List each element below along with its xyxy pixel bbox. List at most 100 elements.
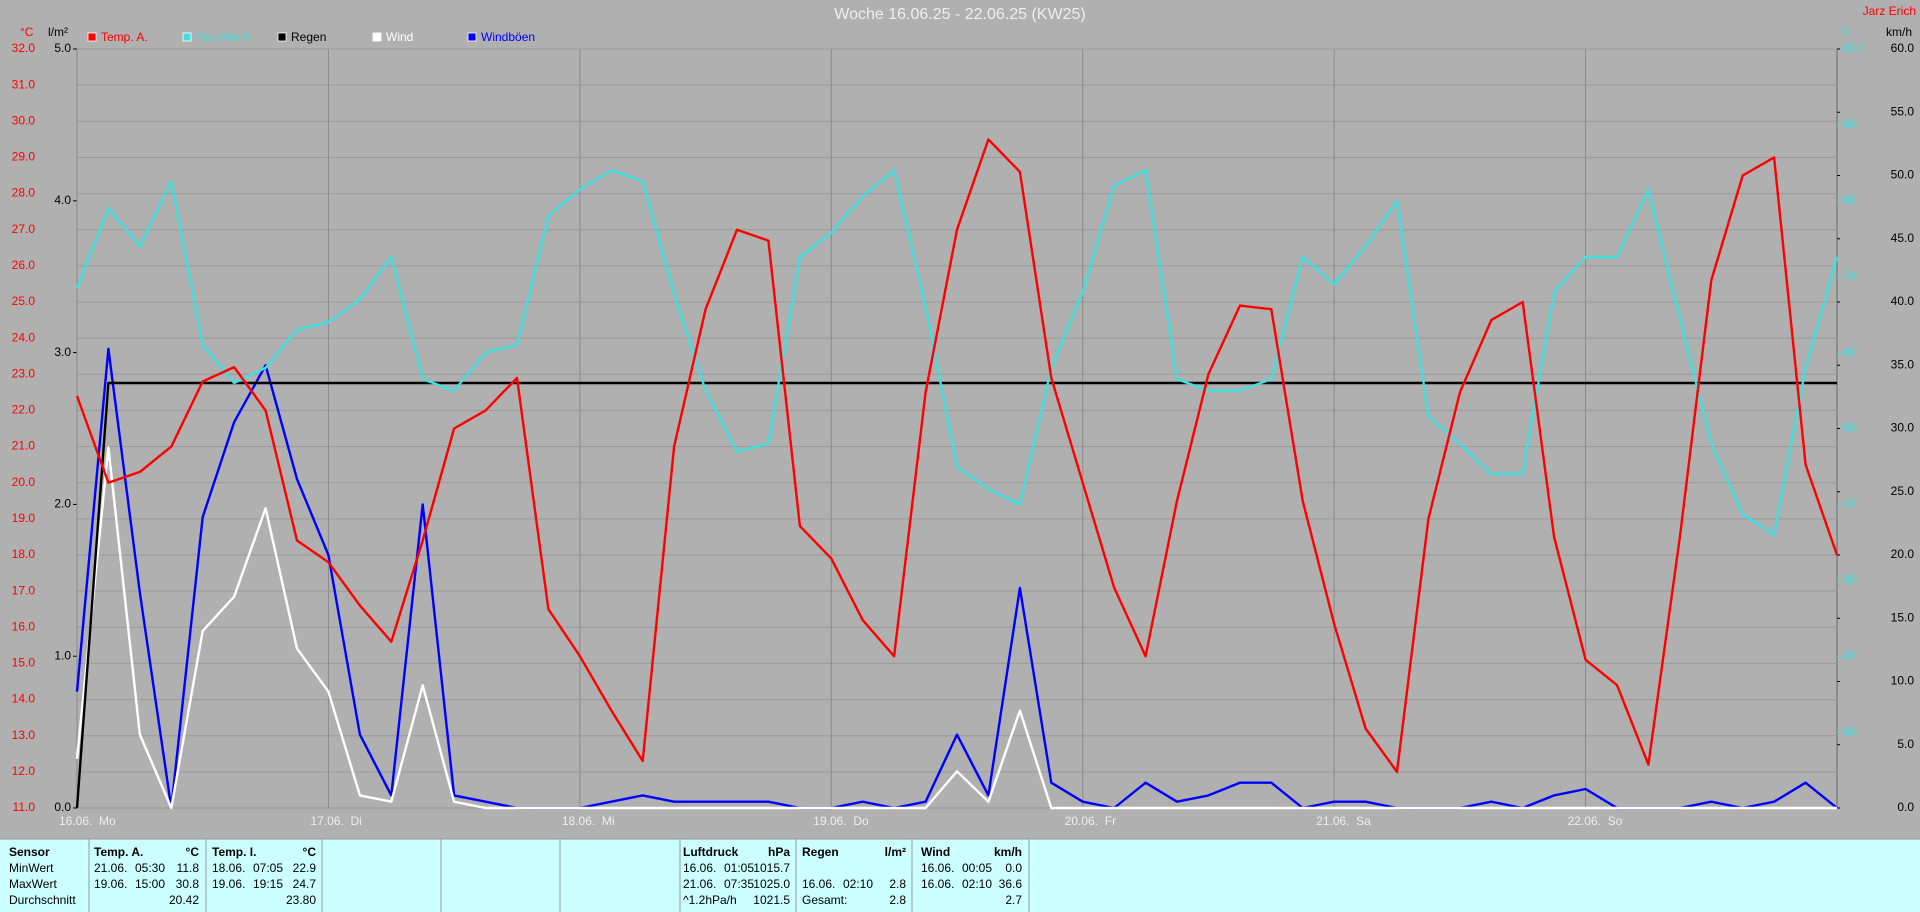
y-tick-label: 17.0 [12, 583, 36, 597]
y-tick-label: 15.0 [12, 656, 36, 670]
y2-tick-label: 1.0 [54, 648, 71, 662]
series-line [75, 169, 1839, 536]
x-tick-label: 22.06. So [1568, 814, 1623, 828]
x-tick-label: 19.06. Do [813, 814, 869, 828]
series-line [75, 347, 1838, 810]
cell-date: 16.06. [921, 877, 954, 891]
cell-value: 1025.0 [753, 877, 790, 891]
y-tick-label: 27.0 [12, 222, 36, 236]
group-title: Wind [921, 845, 950, 859]
legend-swatch [277, 32, 287, 42]
cell-value: 2.8 [889, 893, 906, 907]
y4-tick-label: 0.0 [1897, 800, 1914, 814]
series-line [75, 138, 1839, 774]
y-tick-label: 25.0 [12, 294, 36, 308]
y-tick-label: 32.0 [12, 41, 36, 55]
legend-swatch [87, 32, 97, 42]
cell-value: 0.0 [1005, 861, 1022, 875]
y3-tick-label: 10 [1843, 724, 1857, 738]
y3-tick-label: 40 [1843, 497, 1857, 511]
cell-value: 1021.5 [753, 893, 790, 907]
group-unit: hPa [768, 845, 790, 859]
y3-axis-title: % [1840, 25, 1851, 39]
y3-tick-label: 100 [1843, 41, 1863, 55]
cell-time: 05:30 [135, 861, 165, 875]
y4-tick-label: 30.0 [1891, 421, 1915, 435]
y-tick-label: 20.0 [12, 475, 36, 489]
cell-date: 16.06. [683, 861, 716, 875]
group-unit: l/m² [885, 845, 906, 859]
cell-date: 19.06. [94, 877, 127, 891]
y4-tick-label: 20.0 [1891, 547, 1915, 561]
y4-tick-label: 55.0 [1891, 104, 1915, 118]
cell-value: 30.8 [176, 877, 200, 891]
group-title: Regen [802, 845, 839, 859]
legend-label: Regen [291, 30, 326, 44]
y-tick-label: 29.0 [12, 150, 36, 164]
y2-tick-label: 2.0 [54, 497, 71, 511]
cell-note: ^1.2hPa/h [683, 893, 737, 907]
y-tick-label: 23.0 [12, 366, 36, 380]
y3-tick-label: 50 [1843, 421, 1857, 435]
row-label: Sensor [9, 845, 50, 859]
cell-value: 11.8 [177, 861, 200, 875]
row-label: MaxWert [9, 877, 57, 891]
y-tick-label: 30.0 [12, 113, 36, 127]
y3-tick-label: 20 [1843, 648, 1857, 662]
y-axis-title: °C [20, 25, 34, 39]
group-title: Temp. A. [94, 845, 143, 859]
y-tick-label: 12.0 [12, 764, 36, 778]
x-tick-label: 21.06. Sa [1316, 814, 1371, 828]
y2-tick-label: 0.0 [54, 800, 71, 814]
cell-value: 2.7 [1005, 893, 1022, 907]
chart-title: Woche 16.06.25 - 22.06.25 (KW25) [834, 6, 1085, 23]
y3-tick-label: 90 [1843, 117, 1857, 131]
legend-swatch [467, 32, 477, 42]
y3-tick-label: 80 [1843, 193, 1857, 207]
cell-date: 21.06. [683, 877, 716, 891]
cell-date: 18.06. [212, 861, 245, 875]
y4-tick-label: 5.0 [1897, 737, 1914, 751]
y-tick-label: 22.0 [12, 403, 36, 417]
cell-date: 21.06. [94, 861, 127, 875]
y-tick-label: 28.0 [12, 186, 36, 200]
y4-axis-title: km/h [1886, 25, 1912, 39]
y3-tick-label: 70 [1843, 269, 1857, 283]
y2-tick-label: 3.0 [54, 345, 71, 359]
group-title: Temp. I. [212, 845, 256, 859]
legend-swatch [372, 32, 382, 42]
y-tick-label: 13.0 [12, 728, 36, 742]
cell-value: 22.9 [293, 861, 317, 875]
x-tick-label: 18.06. Mi [562, 814, 615, 828]
row-label: Durchschnitt [9, 893, 76, 907]
y2-tick-label: 5.0 [54, 41, 71, 55]
series-line [75, 381, 1837, 809]
cell-value: 23.80 [286, 893, 316, 907]
legend-label: Windböen [481, 30, 535, 44]
cell-time: 15:00 [135, 877, 165, 891]
y4-tick-label: 10.0 [1891, 674, 1915, 688]
row-label: MinWert [9, 861, 54, 875]
cell-date: 19.06. [212, 877, 245, 891]
y-tick-label: 19.0 [12, 511, 36, 525]
y-tick-label: 14.0 [12, 692, 36, 706]
legend-swatch [182, 32, 192, 42]
cell-time: 02:10 [843, 877, 873, 891]
cell-time: 07:35 [724, 877, 754, 891]
y2-tick-label: 4.0 [54, 193, 71, 207]
y3-tick-label: 60 [1843, 345, 1857, 359]
y-tick-label: 18.0 [12, 547, 36, 561]
y4-tick-label: 50.0 [1891, 168, 1915, 182]
group-unit: °C [303, 845, 317, 859]
cell-time: 19:15 [253, 877, 283, 891]
x-tick-label: 16.06. Mo [59, 814, 116, 828]
group-unit: km/h [994, 845, 1022, 859]
x-tick-label: 20.06. Fr [1065, 814, 1116, 828]
cell-date: 16.06. [802, 877, 835, 891]
y4-tick-label: 35.0 [1891, 357, 1915, 371]
author: Jarz Erich [1863, 4, 1916, 18]
legend-label: Temp. A. [101, 30, 148, 44]
cell-value: 36.6 [999, 877, 1023, 891]
